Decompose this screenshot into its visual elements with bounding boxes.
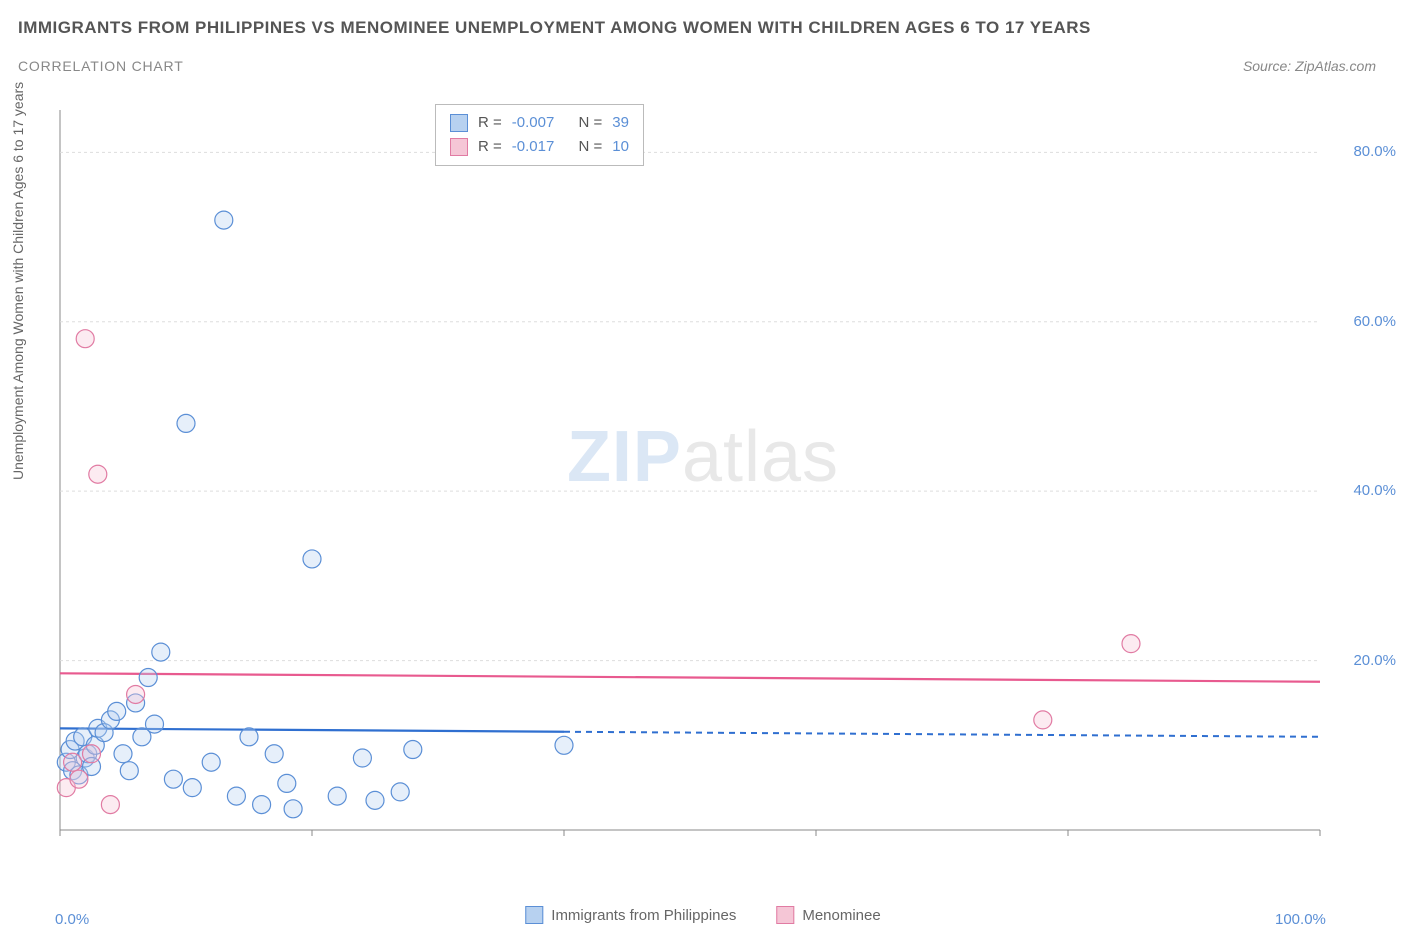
n-value: 10 — [612, 135, 629, 159]
legend-label: Menominee — [802, 907, 880, 924]
plot-svg — [50, 100, 1380, 860]
legend-swatch — [450, 138, 468, 156]
correlation-legend-row: R = -0.007 N = 39 — [450, 111, 629, 135]
x-tick-label-right: 100.0% — [1275, 911, 1326, 928]
source-attribution: Source: ZipAtlas.com — [1243, 58, 1376, 74]
legend-swatch — [776, 906, 794, 924]
legend-swatch — [450, 114, 468, 132]
chart-title: IMMIGRANTS FROM PHILIPPINES VS MENOMINEE… — [18, 18, 1091, 38]
r-value: -0.017 — [512, 135, 555, 159]
r-value: -0.007 — [512, 111, 555, 135]
scatter-plot — [50, 100, 1380, 860]
x-tick-label-left: 0.0% — [55, 911, 89, 928]
r-label: R = — [478, 135, 502, 159]
chart-container: IMMIGRANTS FROM PHILIPPINES VS MENOMINEE… — [0, 0, 1406, 930]
y-tick-label: 80.0% — [1353, 143, 1396, 160]
legend-item: Immigrants from Philippines — [525, 906, 736, 924]
y-axis-label: Unemployment Among Women with Children A… — [10, 82, 26, 480]
n-label: N = — [578, 135, 602, 159]
legend-item: Menominee — [776, 906, 880, 924]
correlation-legend-row: R = -0.017 N = 10 — [450, 135, 629, 159]
n-value: 39 — [612, 111, 629, 135]
y-tick-label: 60.0% — [1353, 313, 1396, 330]
n-label: N = — [578, 111, 602, 135]
legend-swatch — [525, 906, 543, 924]
r-label: R = — [478, 111, 502, 135]
correlation-legend: R = -0.007 N = 39 R = -0.017 N = 10 — [435, 104, 644, 166]
chart-subtitle: CORRELATION CHART — [18, 58, 184, 74]
y-tick-label: 20.0% — [1353, 652, 1396, 669]
y-tick-label: 40.0% — [1353, 482, 1396, 499]
legend-label: Immigrants from Philippines — [551, 907, 736, 924]
series-legend: Immigrants from Philippines Menominee — [525, 906, 880, 924]
